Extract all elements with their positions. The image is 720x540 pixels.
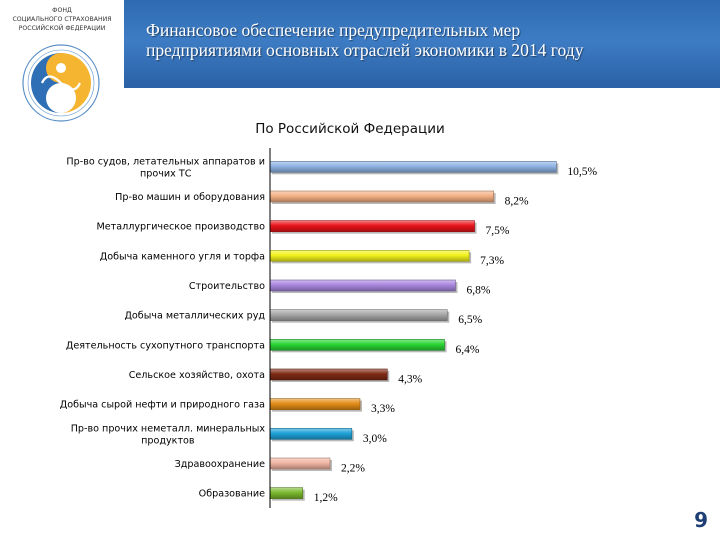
category-label: Пр-во машин и оборудования xyxy=(115,192,265,203)
organization-name: ФОНД СОЦИАЛЬНОГО СТРАХОВАНИЯ РОССИЙСКОЙ … xyxy=(0,6,124,33)
category-label: Пр-во судов, летательных аппаратов и проч… xyxy=(66,156,265,179)
category-label-line: Пр-во судов, летательных аппаратов и xyxy=(66,156,265,167)
value-label: 2,2% xyxy=(341,463,365,475)
category-label: Пр-во прочих неметалл. минеральных продук… xyxy=(71,423,266,446)
category-label: Образование xyxy=(199,489,265,500)
category-label: Деятельность сухопутного транспорта xyxy=(66,340,265,351)
value-label: 10,5% xyxy=(567,166,597,178)
page-title-line: Финансовое обеспечение предупредительных… xyxy=(146,20,521,40)
category-labels: Пр-во судов, летательных аппаратов и проч… xyxy=(60,156,266,499)
organization-name-line: СОЦИАЛЬНОГО СТРАХОВАНИЯ xyxy=(12,16,112,23)
category-label-line: Сельское хозяйство, охота xyxy=(129,370,265,381)
bar xyxy=(269,368,388,381)
category-label-line: Образование xyxy=(199,489,265,500)
category-label-line: прочих ТС xyxy=(140,168,192,179)
page-number: 9 xyxy=(694,508,708,532)
value-label: 3,3% xyxy=(371,403,395,415)
value-label: 7,3% xyxy=(480,255,504,267)
bar xyxy=(269,220,475,232)
category-label: Добыча каменного угля и торфа xyxy=(100,251,265,262)
chart-title: По Российской Федерации xyxy=(255,121,445,137)
category-label-line: продуктов xyxy=(141,435,195,446)
value-label: 7,5% xyxy=(486,225,510,237)
value-label: 1,2% xyxy=(314,492,338,504)
category-label-line: Пр-во прочих неметалл. минеральных xyxy=(71,423,266,434)
organization-name-line: ФОНД xyxy=(52,7,72,14)
category-label-line: Добыча сырой нефти и природного газа xyxy=(60,400,265,411)
bar xyxy=(269,190,494,203)
category-label-line: Строительство xyxy=(189,281,265,292)
bar-series xyxy=(269,161,559,501)
value-label: 8,2% xyxy=(505,196,529,208)
category-label-line: Пр-во машин и оборудования xyxy=(115,192,265,203)
value-label: 4,3% xyxy=(398,374,422,386)
value-label: 3,0% xyxy=(363,433,387,445)
category-label-line: Добыча металлических руд xyxy=(124,311,265,322)
bar xyxy=(269,487,304,499)
category-label: Добыча металлических руд xyxy=(124,311,265,322)
value-labels: 10,5% 8,2% 7,5% 7,3% 6,8% 6,5% 6,4% 4,3% 3,3% 3,0… xyxy=(314,166,598,504)
category-label: Металлургическое производство xyxy=(96,222,265,233)
bar xyxy=(269,279,456,292)
category-label-line: Металлургическое производство xyxy=(96,222,265,233)
bar xyxy=(269,250,470,262)
header-band xyxy=(124,0,720,88)
logo-panel: ФОНД СОЦИАЛЬНОГО СТРАХОВАНИЯ РОССИЙСКОЙ … xyxy=(0,0,124,130)
bar xyxy=(269,457,331,470)
bar xyxy=(269,339,445,351)
category-label-line: Деятельность сухопутного транспорта xyxy=(66,340,265,351)
page-title-line: предприятиями основных отраслей экономик… xyxy=(146,40,584,60)
organization-name-line: РОССИЙСКОЙ ФЕДЕРАЦИИ xyxy=(18,25,106,32)
bar xyxy=(269,161,557,173)
category-label-line: Добыча каменного угля и торфа xyxy=(100,251,265,262)
value-label: 6,5% xyxy=(458,314,482,326)
category-label: Сельское хозяйство, охота xyxy=(129,370,265,381)
bar xyxy=(269,428,353,440)
bar xyxy=(269,398,361,410)
bar xyxy=(269,309,448,321)
category-label: Здравоохранение xyxy=(175,459,265,470)
category-label-line: Здравоохранение xyxy=(175,459,265,470)
value-label: 6,4% xyxy=(456,344,480,356)
value-label: 6,8% xyxy=(466,285,490,297)
category-label: Добыча сырой нефти и природного газа xyxy=(60,400,265,411)
category-label: Строительство xyxy=(189,281,265,292)
page-title: Финансовое обеспечение предупредительных… xyxy=(146,20,706,60)
fss-emblem-icon xyxy=(22,44,100,122)
